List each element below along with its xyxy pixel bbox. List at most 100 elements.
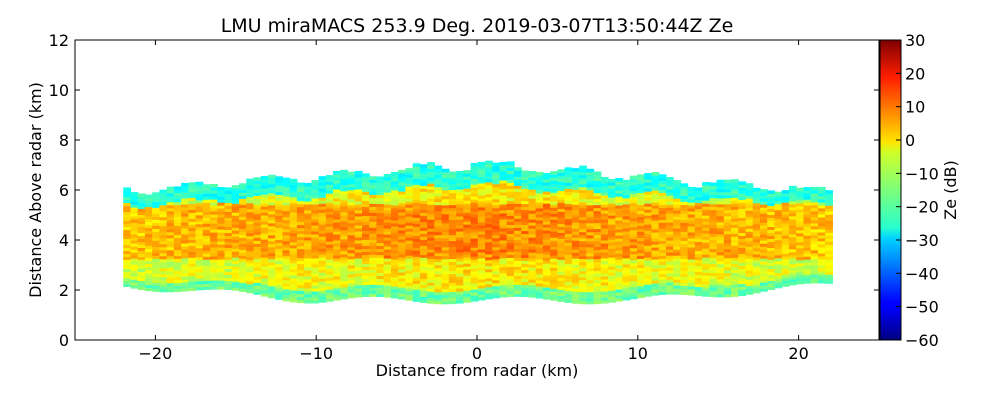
heatmap-cell [506, 170, 515, 174]
heatmap-cell [181, 212, 189, 217]
heatmap-cell [152, 228, 161, 232]
heatmap-cell [354, 170, 363, 175]
heatmap-cell [217, 253, 226, 257]
heatmap-cell [796, 250, 805, 255]
heatmap-cell [419, 164, 428, 168]
heatmap-cell [636, 270, 645, 275]
heatmap-cell [260, 230, 269, 234]
heatmap-cell [260, 254, 269, 258]
heatmap-cell [680, 183, 689, 187]
heatmap-cell [253, 186, 262, 190]
heatmap-cell [325, 190, 334, 194]
heatmap-cell [767, 283, 776, 287]
y-axis-title: Distance Above radar (km) [26, 82, 45, 298]
heatmap-cell [144, 266, 153, 271]
heatmap-cell [528, 213, 537, 217]
heatmap-cell [412, 274, 421, 278]
heatmap-cell [260, 203, 269, 207]
heatmap-cell [275, 290, 284, 294]
heatmap-cell [318, 284, 327, 288]
heatmap-cell [123, 205, 132, 210]
heatmap-cell [456, 260, 464, 265]
heatmap-cell [340, 196, 349, 201]
heatmap-cell [246, 196, 255, 201]
heatmap-cell [644, 203, 653, 207]
heatmap-cell [195, 223, 204, 228]
heatmap-cell [600, 194, 609, 199]
heatmap-cell [202, 283, 211, 287]
heatmap-cell [347, 237, 356, 242]
heatmap-cell [260, 275, 269, 279]
heatmap-cell [499, 206, 508, 211]
heatmap-cell [680, 252, 689, 256]
colorbar-tick-label: −30 [905, 231, 939, 250]
heatmap-cell [593, 273, 602, 278]
heatmap-cell [434, 234, 443, 239]
heatmap-cell [702, 272, 710, 276]
heatmap-cell [506, 203, 515, 207]
heatmap-cell [803, 247, 812, 251]
heatmap-cell [304, 266, 312, 271]
heatmap-cell [188, 230, 197, 234]
heatmap-cell [260, 221, 269, 225]
heatmap-cell [644, 221, 653, 225]
heatmap-cell [260, 218, 269, 222]
heatmap-cell [470, 235, 479, 239]
heatmap-cell [448, 198, 457, 203]
heatmap-cell [253, 261, 262, 265]
heatmap-cell [253, 279, 262, 283]
heatmap-cell [173, 279, 182, 284]
heatmap-cell [774, 248, 783, 253]
heatmap-cell [202, 268, 211, 272]
heatmap-cell [239, 213, 247, 217]
heatmap-cell [535, 198, 544, 203]
heatmap-cell [347, 249, 356, 254]
heatmap-cell [810, 255, 819, 260]
heatmap-cell [521, 281, 530, 286]
heatmap-cell [239, 225, 247, 229]
heatmap-cell [528, 231, 537, 235]
heatmap-cell [665, 225, 674, 229]
heatmap-cell [181, 239, 189, 244]
heatmap-cell [767, 205, 776, 209]
heatmap-cell [427, 183, 435, 187]
heatmap-cell [716, 254, 725, 259]
heatmap-cell [166, 282, 175, 287]
heatmap-cell [441, 261, 450, 266]
heatmap-cell [144, 206, 153, 211]
heatmap-cell [253, 249, 262, 253]
heatmap-cell [217, 202, 226, 206]
heatmap-cell [311, 251, 320, 256]
heatmap-cell [571, 213, 580, 217]
heatmap-cell [723, 194, 732, 199]
heatmap-cell [644, 209, 653, 213]
heatmap-cell [369, 212, 378, 216]
heatmap-cell [354, 281, 363, 286]
heatmap-cell [123, 193, 132, 198]
heatmap-cell [195, 220, 204, 225]
heatmap-cell [470, 205, 479, 209]
heatmap-cell [492, 270, 501, 275]
heatmap-cell [731, 236, 739, 240]
heatmap-cell [441, 288, 450, 293]
heatmap-cell [311, 188, 320, 193]
heatmap-cell [760, 273, 768, 277]
heatmap-cell [745, 219, 754, 223]
heatmap-cell [680, 273, 689, 277]
heatmap-cell [354, 242, 363, 247]
heatmap-cell [571, 201, 580, 205]
heatmap-cell [608, 263, 616, 267]
heatmap-cell [427, 261, 435, 265]
heatmap-cell [658, 186, 667, 190]
heatmap-cell [217, 223, 226, 227]
heatmap-cell [665, 279, 674, 283]
heatmap-cell [210, 213, 218, 218]
heatmap-cell [673, 255, 682, 259]
heatmap-cell [796, 277, 805, 282]
heatmap-cell [731, 266, 739, 270]
heatmap-cell [369, 260, 378, 264]
heatmap-cell [477, 185, 486, 190]
heatmap-cell [665, 273, 674, 277]
heatmap-cell [636, 243, 645, 248]
heatmap-cell [362, 173, 370, 178]
